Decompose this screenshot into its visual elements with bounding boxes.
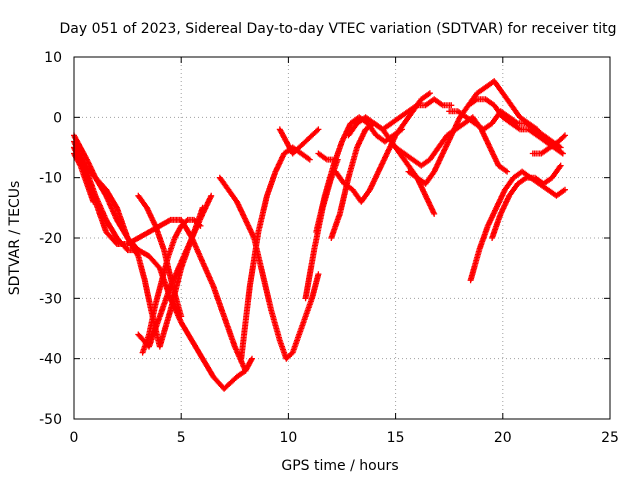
- plot-frame: [73, 56, 611, 420]
- data-series: [238, 144, 313, 362]
- grid: [74, 57, 610, 419]
- series-markers: [489, 162, 564, 241]
- series-markers: [332, 90, 433, 205]
- data-series: [489, 162, 564, 241]
- axis-ticks: 0 5 10 15 20 25 -50 -40 -30 -20 -10 0 10: [39, 50, 619, 446]
- series-markers: [345, 96, 455, 139]
- data-series: [135, 192, 185, 320]
- x-tick-label: 20: [494, 430, 512, 446]
- x-tick-label: 0: [70, 430, 79, 446]
- data-series: [332, 90, 433, 205]
- series-markers: [238, 144, 313, 362]
- data-series: [313, 114, 405, 235]
- data-series: [216, 174, 322, 362]
- series-markers: [276, 126, 322, 157]
- data-series: [315, 150, 339, 163]
- x-tick-label: 10: [279, 430, 297, 446]
- y-tick-label: -10: [39, 171, 62, 187]
- series-markers: [313, 114, 405, 235]
- data-series: [529, 132, 568, 157]
- series-markers: [216, 174, 322, 362]
- y-tick-label: -50: [39, 412, 62, 428]
- data-series: [135, 192, 215, 350]
- series-markers: [135, 192, 215, 350]
- x-axis-label: GPS time / hours: [281, 458, 398, 474]
- data-series: [345, 96, 455, 139]
- x-tick-label: 25: [601, 430, 619, 446]
- y-axis-label: SDTVAR / TECUs: [7, 181, 23, 296]
- chart-title: Day 051 of 2023, Sidereal Day-to-day VTE…: [60, 21, 617, 37]
- series-markers: [529, 132, 568, 157]
- y-tick-label: 0: [53, 110, 62, 126]
- y-tick-label: 10: [44, 50, 62, 66]
- x-tick-label: 5: [177, 430, 186, 446]
- series-markers: [315, 150, 339, 163]
- series-markers: [135, 192, 185, 320]
- data-series: [139, 216, 204, 356]
- data-series: [276, 126, 322, 157]
- data-points: [71, 78, 568, 392]
- y-tick-label: -20: [39, 231, 62, 247]
- y-tick-label: -30: [39, 291, 62, 307]
- y-tick-label: -40: [39, 352, 62, 368]
- series-markers: [139, 216, 204, 356]
- x-tick-label: 15: [387, 430, 405, 446]
